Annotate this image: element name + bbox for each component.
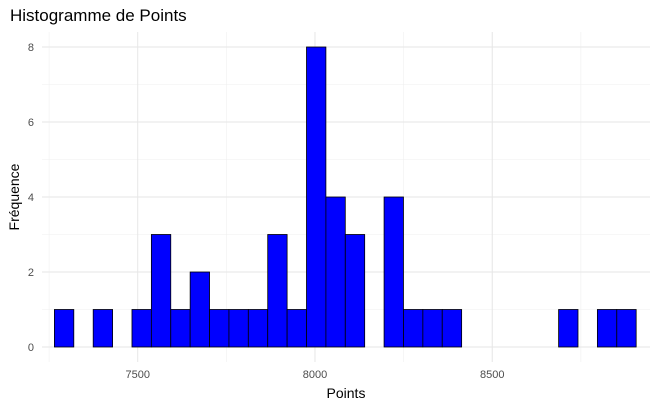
histogram-bar	[422, 309, 443, 348]
histogram-bar	[54, 309, 75, 348]
x-tick-label: 7500	[125, 369, 149, 381]
histogram-bar	[286, 309, 307, 348]
histogram-bar	[150, 234, 172, 348]
chart-title: Histogramme de Points	[10, 6, 187, 25]
histogram-bar	[209, 309, 230, 348]
x-axis-title: Points	[327, 385, 366, 401]
bars-layer	[54, 46, 637, 348]
histogram-bar	[228, 309, 249, 348]
x-tick-label: 8500	[480, 369, 504, 381]
histogram-bar	[306, 46, 327, 348]
histogram-bar	[92, 309, 113, 348]
y-tick-label: 0	[28, 342, 34, 354]
histogram-bar	[170, 309, 191, 348]
y-tick-label: 4	[28, 192, 34, 204]
y-axis-title: Fréquence	[6, 163, 22, 230]
y-tick-label: 8	[28, 42, 34, 54]
histogram-bar	[267, 234, 288, 348]
histogram-bar	[131, 309, 152, 348]
histogram-bar	[344, 234, 366, 348]
histogram-bar	[403, 309, 424, 348]
histogram-bar	[383, 196, 404, 348]
y-tick-label: 6	[28, 117, 34, 129]
histogram-bar	[247, 309, 269, 348]
histogram-bar	[596, 309, 618, 348]
x-tick-label: 8000	[303, 369, 327, 381]
y-tick-label: 2	[28, 267, 34, 279]
histogram-bar	[616, 309, 637, 348]
histogram-bar	[325, 196, 346, 348]
histogram-bar	[189, 271, 210, 348]
histogram-bar	[558, 309, 579, 348]
histogram-bar	[441, 309, 463, 348]
ticks-layer: 7500 8000 8500 0 2 4 6 8	[28, 42, 505, 381]
